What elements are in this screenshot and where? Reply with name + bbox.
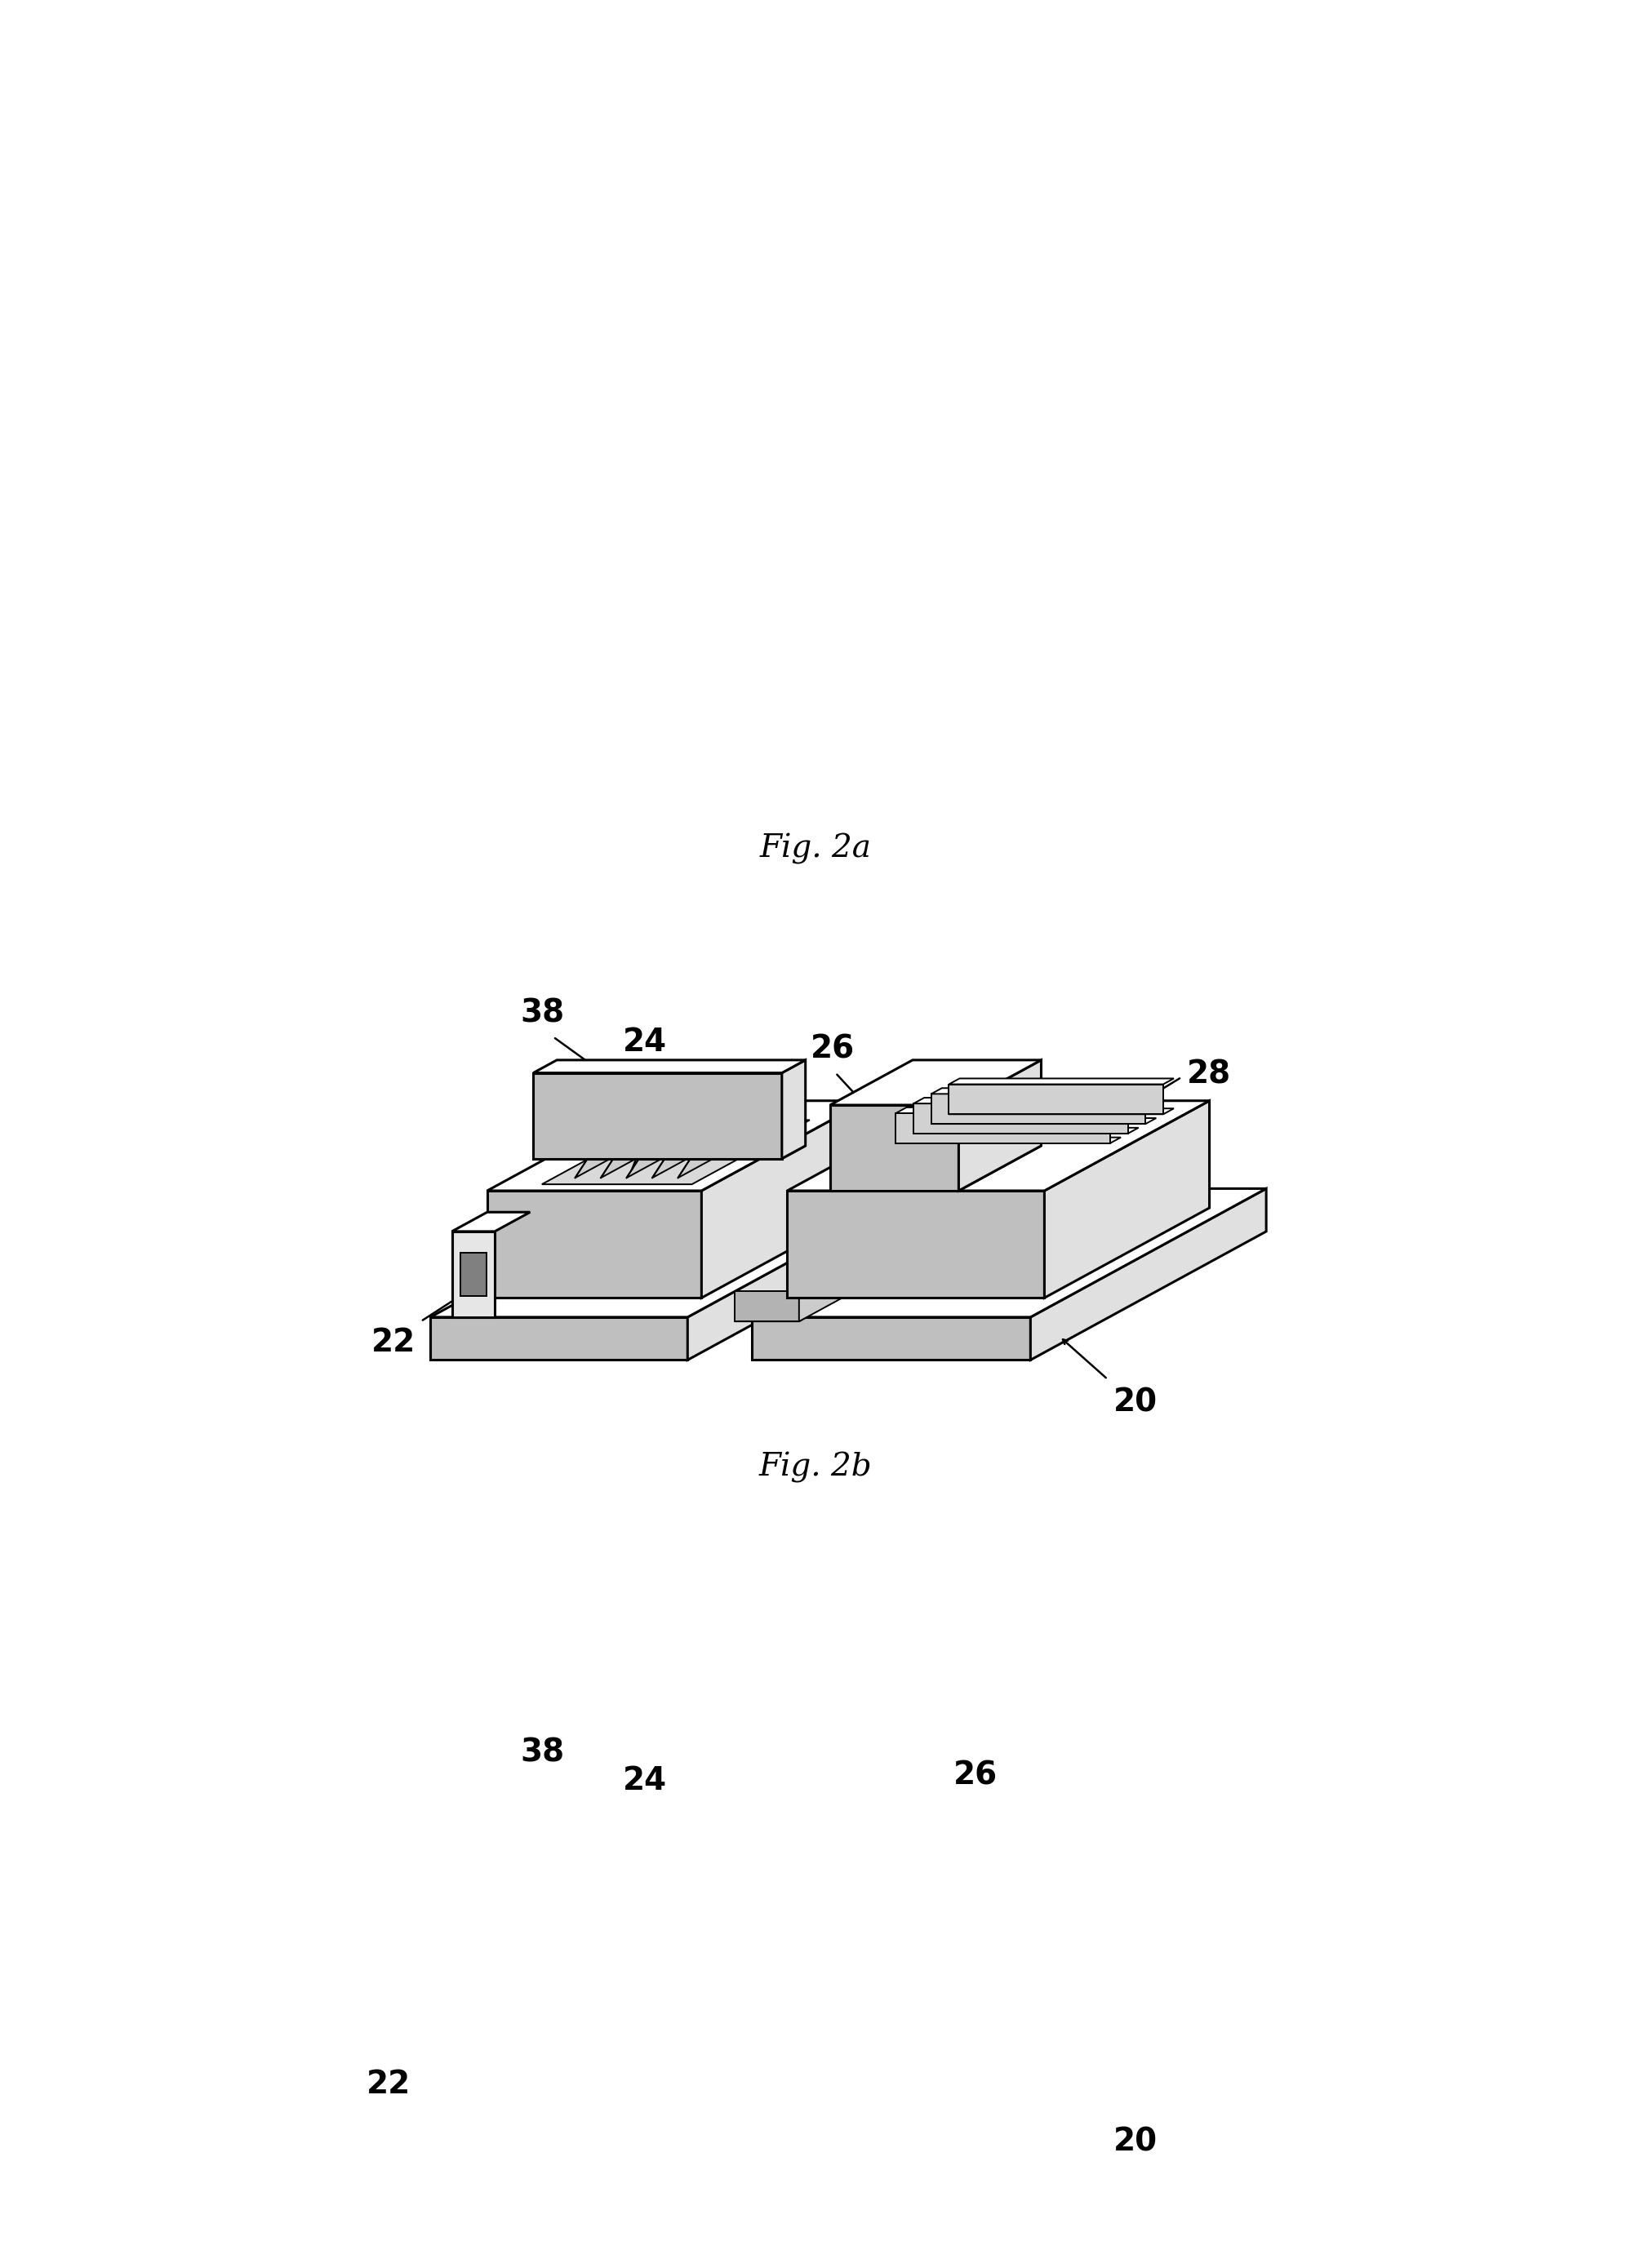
Text: 22: 22: [367, 2068, 411, 2100]
Polygon shape: [931, 1089, 1156, 1093]
Text: 26: 26: [811, 1034, 855, 1066]
Polygon shape: [488, 1100, 866, 1191]
Polygon shape: [809, 1871, 1086, 1930]
Polygon shape: [830, 1145, 1041, 1191]
Text: 20: 20: [1112, 1388, 1156, 1418]
Polygon shape: [452, 1971, 494, 2057]
Polygon shape: [752, 1188, 1266, 1318]
Polygon shape: [541, 1120, 809, 1184]
Polygon shape: [431, 1318, 687, 1361]
Polygon shape: [734, 1290, 799, 1322]
Polygon shape: [980, 1765, 1086, 1930]
Text: 24: 24: [623, 1027, 667, 1057]
Text: 38: 38: [520, 998, 564, 1030]
Polygon shape: [687, 1928, 923, 2100]
Polygon shape: [533, 1145, 806, 1159]
Polygon shape: [1029, 1928, 1266, 2100]
Polygon shape: [895, 1114, 1109, 1143]
Polygon shape: [949, 1084, 1163, 1114]
Polygon shape: [752, 2057, 1029, 2100]
Text: 22: 22: [370, 1327, 416, 1359]
Polygon shape: [431, 2057, 687, 2100]
Polygon shape: [949, 1080, 1173, 1084]
Polygon shape: [452, 1232, 494, 1318]
Polygon shape: [1044, 1100, 1209, 1297]
Polygon shape: [913, 1105, 1127, 1134]
Polygon shape: [574, 1109, 680, 1177]
Polygon shape: [533, 1799, 806, 1812]
Polygon shape: [913, 1127, 1138, 1134]
Polygon shape: [949, 1109, 1173, 1114]
Polygon shape: [931, 1093, 1145, 1125]
Text: 38: 38: [520, 1737, 564, 1769]
Polygon shape: [533, 1059, 806, 1073]
Polygon shape: [809, 1765, 1086, 1823]
Polygon shape: [600, 1848, 706, 1916]
Polygon shape: [452, 1950, 530, 1971]
Polygon shape: [799, 1213, 939, 1322]
Polygon shape: [687, 1188, 923, 1361]
Polygon shape: [913, 1098, 1138, 1105]
Polygon shape: [786, 1100, 1209, 1191]
Polygon shape: [809, 1823, 980, 1930]
Polygon shape: [931, 1118, 1156, 1125]
Polygon shape: [895, 1136, 1120, 1143]
Polygon shape: [533, 1812, 781, 1898]
Polygon shape: [957, 1059, 1041, 1191]
Text: 26: 26: [953, 1760, 997, 1792]
Text: Fig. 2a: Fig. 2a: [760, 832, 871, 864]
Polygon shape: [652, 1109, 758, 1177]
Polygon shape: [431, 1188, 923, 1318]
Polygon shape: [734, 1245, 939, 1322]
Polygon shape: [701, 1839, 866, 2037]
Polygon shape: [734, 1984, 939, 2062]
Polygon shape: [786, 1839, 1209, 1930]
Polygon shape: [533, 1073, 781, 1159]
Text: 28: 28: [1186, 1059, 1230, 1091]
Polygon shape: [626, 1109, 732, 1177]
Polygon shape: [830, 1105, 957, 1191]
Polygon shape: [781, 1059, 806, 1159]
Polygon shape: [431, 1928, 923, 2057]
Polygon shape: [452, 2057, 665, 2100]
Text: 20: 20: [1112, 2127, 1156, 2157]
Polygon shape: [488, 1930, 701, 2037]
Polygon shape: [895, 1107, 1120, 1114]
Polygon shape: [786, 1191, 1044, 1297]
Polygon shape: [488, 1839, 866, 1930]
Polygon shape: [574, 1848, 680, 1916]
Polygon shape: [488, 1191, 701, 1297]
Polygon shape: [452, 1211, 530, 1232]
Polygon shape: [830, 1059, 1041, 1105]
Polygon shape: [460, 1991, 486, 2034]
Polygon shape: [687, 2057, 752, 2087]
Polygon shape: [652, 1848, 758, 1916]
Polygon shape: [600, 1109, 706, 1177]
Polygon shape: [541, 1860, 809, 1923]
Polygon shape: [781, 1799, 806, 1898]
Polygon shape: [460, 1252, 486, 1295]
Polygon shape: [533, 1885, 806, 1898]
Polygon shape: [799, 1953, 939, 2062]
Polygon shape: [752, 1928, 1266, 2057]
Text: 24: 24: [623, 1765, 667, 1796]
Polygon shape: [786, 1930, 1044, 2037]
Polygon shape: [1044, 1839, 1209, 2037]
Polygon shape: [1029, 1188, 1266, 1361]
Polygon shape: [752, 1318, 1029, 1361]
Polygon shape: [734, 2030, 799, 2062]
Polygon shape: [626, 1848, 732, 1916]
Text: Fig. 2b: Fig. 2b: [758, 1452, 873, 1483]
Polygon shape: [809, 1823, 980, 1930]
Polygon shape: [677, 1848, 783, 1916]
Polygon shape: [677, 1109, 783, 1177]
Polygon shape: [701, 1100, 866, 1297]
